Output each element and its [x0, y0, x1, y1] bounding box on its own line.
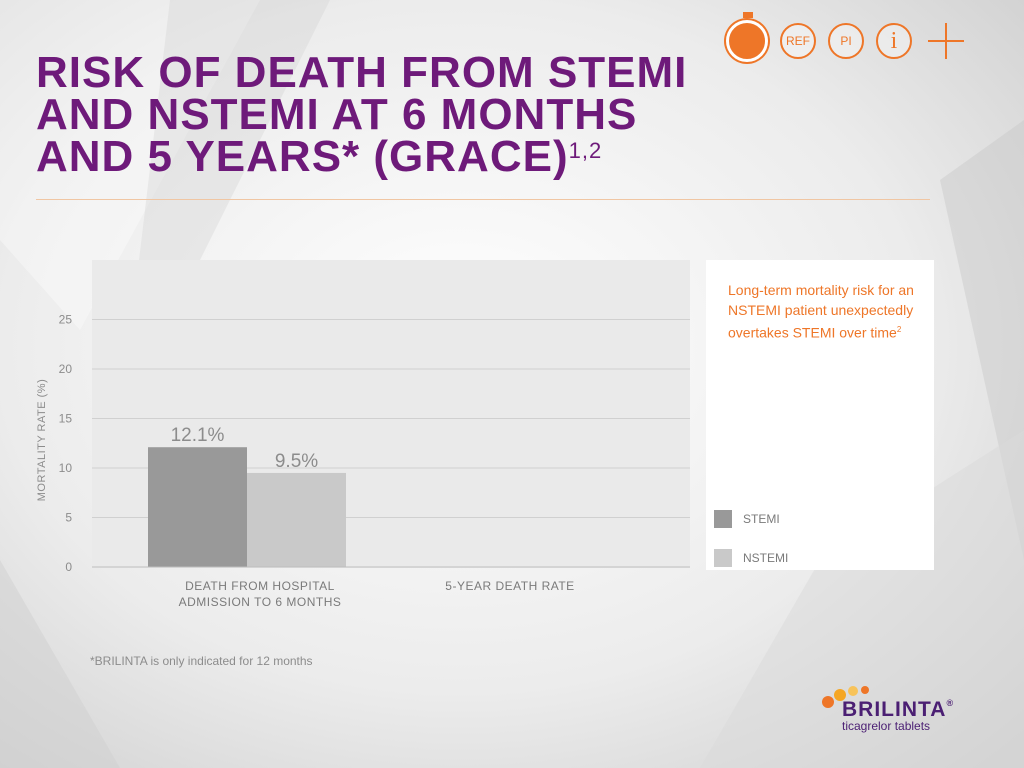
pi-button-label: PI [840, 34, 852, 48]
x-category-label-6-months: DEATH FROM HOSPITAL ADMISSION TO 6 MONTHS [150, 578, 370, 610]
legend-label-nstemi: NSTEMI [743, 551, 789, 565]
y-tick-label-20: 20 [59, 362, 73, 376]
x-category-label-line: 5-YEAR DEATH RATE [445, 579, 575, 593]
stopwatch-icon[interactable] [726, 12, 768, 62]
title-divider [36, 199, 930, 200]
callout-message: Long-term mortality risk for an NSTEMI p… [728, 282, 914, 341]
toolbar: REF PI i [726, 10, 964, 62]
page-title-text: RISK OF DEATH FROM STEMI AND NSTEMI AT 6… [36, 48, 688, 181]
page-title: RISK OF DEATH FROM STEMI AND NSTEMI AT 6… [36, 51, 716, 179]
brand-name-text: BRILINTA [842, 698, 947, 721]
bar-nstemi-0 [247, 472, 346, 567]
info-icon: i [890, 27, 898, 54]
plus-icon[interactable] [928, 23, 964, 59]
x-category-label-line: DEATH FROM HOSPITAL [185, 579, 335, 593]
callout-box: Long-term mortality risk for an NSTEMI p… [706, 260, 934, 570]
brand-name: BRILINTA® [842, 698, 954, 722]
brilinta-logo-mark [822, 686, 869, 708]
x-category-label-5-year: 5-YEAR DEATH RATE [400, 578, 620, 594]
ref-button-label: REF [786, 34, 810, 48]
title-reference-superscript: 1,2 [568, 138, 603, 163]
data-label-stemi-0: 12.1% [171, 425, 225, 446]
legend-item-nstemi: NSTEMI [714, 549, 788, 567]
y-tick-label-0: 0 [65, 560, 72, 574]
legend-label-stemi: STEMI [743, 512, 780, 526]
y-tick-label-5: 5 [65, 511, 72, 525]
data-label-nstemi-0: 9.5% [275, 451, 318, 472]
y-tick-label-15: 15 [59, 412, 73, 426]
legend-swatch-stemi [714, 510, 732, 528]
brand-tagline: ticagrelor tablets [842, 719, 931, 733]
y-axis-label: MORTALITY RATE (%) [36, 378, 48, 502]
x-category-label-line: ADMISSION TO 6 MONTHS [178, 595, 342, 609]
callout-reference-superscript: 2 [896, 325, 902, 334]
y-tick-label-10: 10 [59, 461, 73, 475]
y-tick-label-25: 25 [59, 313, 73, 327]
bar-stemi-0 [148, 447, 247, 567]
callout-text: Long-term mortality risk for an NSTEMI p… [728, 280, 928, 343]
footnote: *BRILINTA is only indicated for 12 month… [90, 654, 313, 668]
pi-button[interactable]: PI [828, 23, 864, 59]
ref-button[interactable]: REF [780, 23, 816, 59]
info-button[interactable]: i [876, 23, 912, 59]
legend-swatch-nstemi [714, 549, 732, 567]
trademark-symbol: ® [946, 698, 955, 708]
legend-item-stemi: STEMI [714, 510, 780, 528]
